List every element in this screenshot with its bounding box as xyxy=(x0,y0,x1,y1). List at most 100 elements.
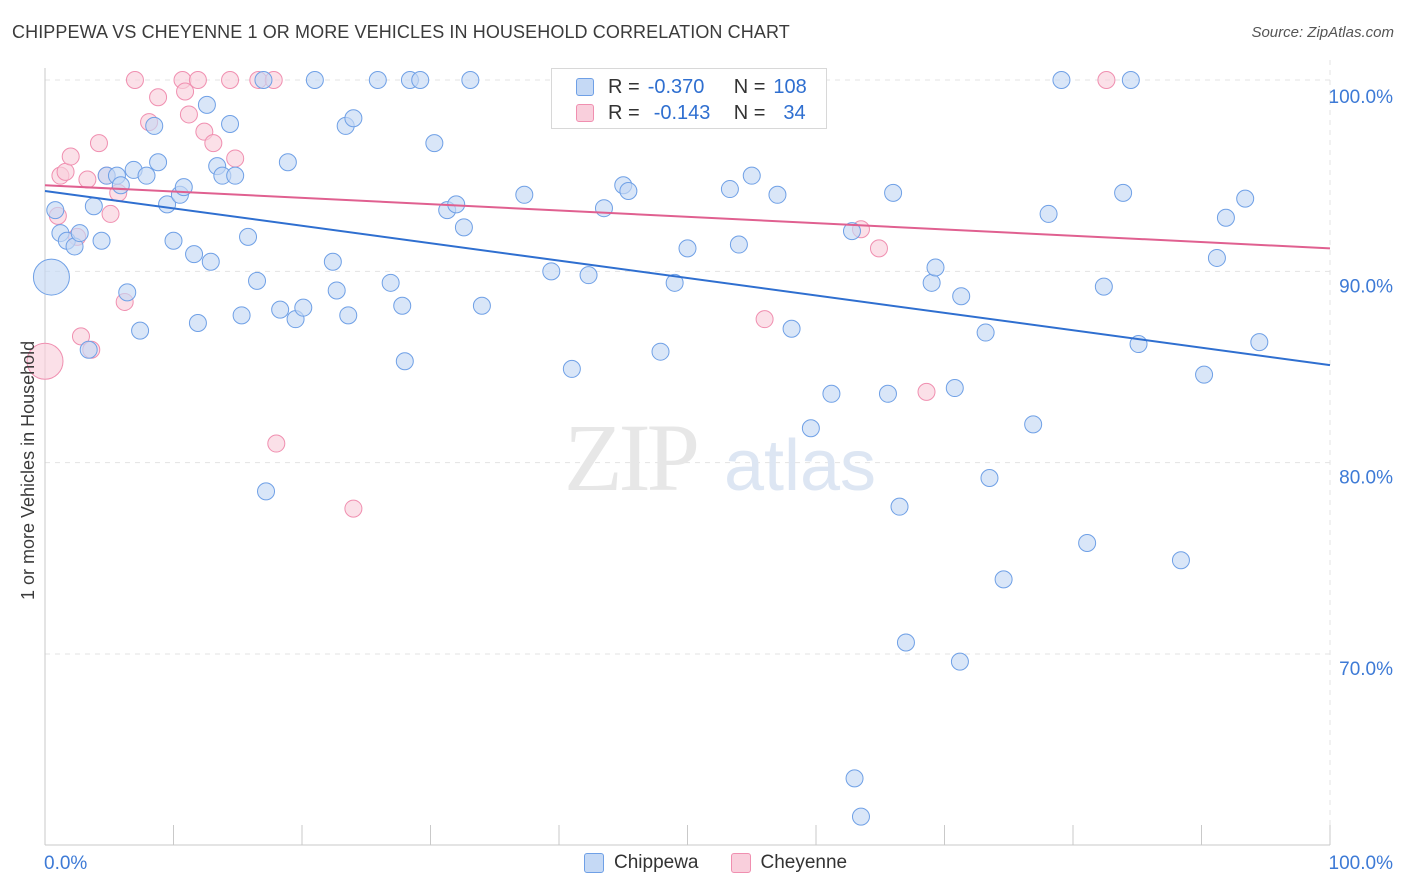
cheyenne-point xyxy=(204,134,223,153)
chippewa-point xyxy=(368,71,387,89)
r-label: R = xyxy=(608,101,640,124)
cheyenne-swatch xyxy=(730,853,751,873)
cheyenne-point xyxy=(1097,71,1116,89)
chippewa-point xyxy=(562,359,581,378)
chippewa-point xyxy=(425,134,444,153)
chippewa-point xyxy=(1114,183,1133,202)
chippewa-point xyxy=(782,319,801,338)
cheyenne-point xyxy=(101,204,120,223)
chippewa-point xyxy=(271,300,290,319)
chippewa-point xyxy=(1039,204,1058,223)
r-value: -0.370 xyxy=(647,75,705,98)
x-tick-label: 0.0% xyxy=(44,853,87,874)
chippewa-point xyxy=(651,342,670,361)
chippewa-point xyxy=(472,296,491,315)
chippewa-point xyxy=(294,298,313,317)
chippewa-point xyxy=(720,180,739,199)
chippewa-point xyxy=(878,384,897,403)
chippewa-point xyxy=(145,116,164,135)
y-tick-label: 90.0% xyxy=(1339,276,1393,297)
chippewa-point xyxy=(665,273,684,292)
chippewa-point xyxy=(678,239,697,258)
chippewa-point xyxy=(1094,277,1113,296)
chippewa-point xyxy=(46,201,65,220)
cheyenne-point xyxy=(176,82,195,101)
r-value: -0.143 xyxy=(653,101,711,124)
chippewa-point xyxy=(339,306,358,325)
chippewa-point xyxy=(254,71,273,89)
chippewa-point xyxy=(239,227,258,246)
chippewa-point xyxy=(896,633,915,652)
chippewa-point xyxy=(411,71,430,89)
chippewa-point xyxy=(164,231,183,250)
cheyenne-point xyxy=(78,170,97,189)
cheyenne-point xyxy=(179,105,198,124)
chippewa-point xyxy=(323,252,342,271)
chippewa-swatch xyxy=(576,78,594,96)
chippewa-point xyxy=(822,384,841,403)
chippewa-point xyxy=(976,323,995,342)
legend-item-chippewa: Chippewa xyxy=(584,852,699,874)
chippewa-point xyxy=(305,71,324,89)
chippewa-point xyxy=(1078,534,1097,553)
watermark-zip: ZIP xyxy=(564,404,697,511)
cheyenne-point xyxy=(221,71,240,89)
chippewa-point xyxy=(801,419,820,438)
cheyenne-swatch xyxy=(576,104,594,122)
legend-label-cheyenne: Cheyenne xyxy=(760,852,848,873)
chippewa-point xyxy=(1195,365,1214,384)
chippewa-point xyxy=(149,153,168,172)
chippewa-point xyxy=(579,266,598,285)
n-label: N = xyxy=(733,75,766,98)
cheyenne-trend-line xyxy=(44,184,1331,250)
chippewa-trend-line xyxy=(44,189,1331,367)
n-value: 108 xyxy=(773,75,807,98)
chippewa-point xyxy=(980,468,999,487)
r-label: R = xyxy=(608,75,640,98)
chippewa-point xyxy=(884,183,903,202)
chippewa-point xyxy=(79,340,98,359)
chippewa-point xyxy=(327,281,346,300)
chippewa-point xyxy=(1250,333,1269,352)
source-label: Source: ZipAtlas.com xyxy=(1251,24,1394,41)
series-legend: Chippewa Cheyenne xyxy=(584,852,879,874)
cheyenne-point xyxy=(56,162,75,181)
chippewa-point xyxy=(201,252,220,271)
y-tick-label: 70.0% xyxy=(1339,659,1393,680)
chippewa-point xyxy=(952,287,971,306)
watermark-atlas: atlas xyxy=(724,426,876,506)
chippewa-point xyxy=(70,224,89,243)
chippewa-point xyxy=(197,95,216,114)
chippewa-point xyxy=(945,379,964,398)
chippewa-point xyxy=(278,153,297,172)
chippewa-point xyxy=(1171,551,1190,570)
chippewa-point xyxy=(454,218,473,237)
chippewa-point xyxy=(768,185,787,204)
chippewa-point xyxy=(994,570,1013,589)
cheyenne-point xyxy=(71,327,90,346)
chippewa-point xyxy=(188,313,207,332)
chippewa-point xyxy=(1024,415,1043,434)
correlation-legend: R = -0.370 N = 108 R = -0.143 N = 34 xyxy=(551,68,827,129)
chippewa-point xyxy=(84,197,103,216)
n-value: 34 xyxy=(783,101,806,124)
cheyenne-point xyxy=(125,71,144,89)
chippewa-point xyxy=(890,497,909,516)
y-tick-label: 100.0% xyxy=(1329,87,1394,108)
chippewa-point xyxy=(131,321,150,340)
cheyenne-point xyxy=(917,382,936,401)
cheyenne-point xyxy=(26,342,64,380)
chippewa-point xyxy=(926,258,945,277)
chippewa-point xyxy=(842,222,861,241)
x-tick-label: 100.0% xyxy=(1329,853,1394,874)
chippewa-point xyxy=(1236,189,1255,208)
cheyenne-point xyxy=(61,147,80,166)
chippewa-point xyxy=(92,231,111,250)
chippewa-point xyxy=(118,283,137,302)
chippewa-point xyxy=(515,185,534,204)
chippewa-point xyxy=(1216,208,1235,227)
chippewa-point xyxy=(922,273,941,292)
chippewa-point xyxy=(851,807,870,826)
cheyenne-point xyxy=(344,499,363,518)
